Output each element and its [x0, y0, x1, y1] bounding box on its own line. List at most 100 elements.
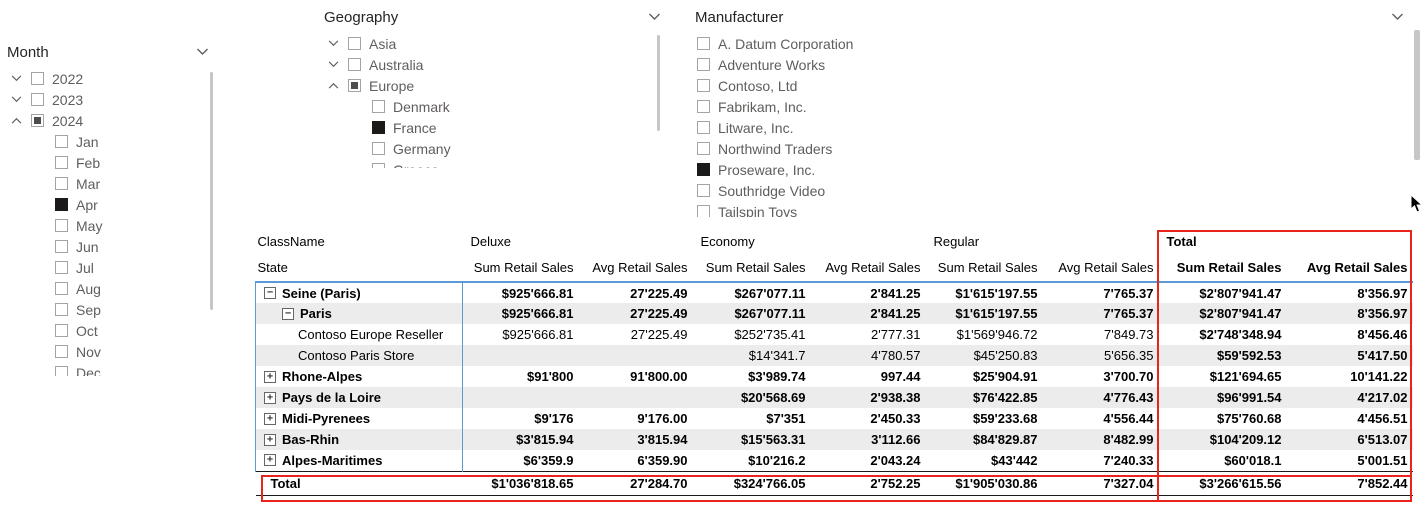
- slicer-item-proseware[interactable]: Proseware, Inc.: [693, 159, 1410, 180]
- slicer-item-oct[interactable]: Oct: [5, 320, 215, 341]
- slicer-item-may[interactable]: May: [5, 215, 215, 236]
- checkbox[interactable]: [697, 142, 710, 155]
- chevron-down-icon[interactable]: [326, 58, 340, 72]
- slicer-item-aug[interactable]: Aug: [5, 278, 215, 299]
- row-label[interactable]: Contoso Paris Store: [298, 348, 415, 363]
- total-row[interactable]: Total $1'036'818.65 27'284.70 $324'766.05…: [255, 470, 1413, 496]
- checkbox[interactable]: [697, 163, 710, 176]
- checkbox[interactable]: [55, 240, 68, 253]
- checkbox[interactable]: [348, 79, 361, 92]
- slicer-item-jul[interactable]: Jul: [5, 257, 215, 278]
- chevron-down-icon[interactable]: [1390, 10, 1404, 24]
- checkbox[interactable]: [55, 282, 68, 295]
- table-row[interactable]: − Paris $925'666.81 27'225.49 $267'077.11 2…: [255, 303, 1413, 324]
- manufacturer-slicer-scrollbar[interactable]: [1414, 30, 1420, 160]
- header-avg-retail-sales[interactable]: Avg Retail Sales: [1042, 252, 1159, 283]
- header-sum-retail-sales[interactable]: Sum Retail Sales: [462, 252, 579, 283]
- table-row[interactable]: + Pays de la Loire $20'568.69 2'938.38 $76…: [255, 387, 1413, 408]
- checkbox[interactable]: [55, 345, 68, 358]
- header-sum-retail-sales[interactable]: Sum Retail Sales: [692, 252, 811, 283]
- slicer-item-france[interactable]: France: [322, 117, 667, 138]
- row-label[interactable]: Seine (Paris): [282, 285, 361, 301]
- checkbox[interactable]: [55, 303, 68, 316]
- table-row[interactable]: − Seine (Paris) $925'666.81 27'225.49 $267…: [255, 282, 1413, 303]
- row-label[interactable]: Bas-Rhin: [282, 432, 340, 447]
- expand-icon[interactable]: +: [264, 370, 276, 383]
- slicer-item-tailspin[interactable]: Tailspin Toys: [693, 201, 1410, 217]
- checkbox[interactable]: [31, 72, 44, 85]
- group-header-economy[interactable]: Economy: [700, 233, 755, 249]
- table-row[interactable]: Contoso Paris Store $14'341.7 4'780.57 $4…: [255, 345, 1413, 366]
- chevron-up-icon[interactable]: [9, 114, 23, 128]
- table-row[interactable]: + Alpes-Maritimes $6'359.9 6'359.90 $10'21…: [255, 450, 1413, 471]
- chevron-down-icon[interactable]: [195, 45, 209, 59]
- checkbox[interactable]: [697, 58, 710, 71]
- checkbox[interactable]: [697, 100, 710, 113]
- slicer-item-denmark[interactable]: Denmark: [322, 96, 667, 117]
- expand-icon[interactable]: +: [264, 391, 276, 404]
- slicer-item-a-datum[interactable]: A. Datum Corporation: [693, 33, 1410, 54]
- slicer-item-greece[interactable]: Greece: [322, 159, 667, 168]
- checkbox[interactable]: [372, 163, 385, 168]
- expand-icon[interactable]: +: [264, 412, 276, 425]
- chevron-down-icon[interactable]: [9, 93, 23, 107]
- slicer-item-europe[interactable]: Europe: [322, 75, 667, 96]
- expand-icon[interactable]: +: [264, 433, 276, 446]
- checkbox[interactable]: [31, 93, 44, 106]
- checkbox[interactable]: [697, 184, 710, 197]
- month-slicer-scrollbar[interactable]: [210, 72, 213, 310]
- slicer-item-mar[interactable]: Mar: [5, 173, 215, 194]
- row-label[interactable]: Pays de la Loire: [282, 390, 381, 405]
- group-header-total[interactable]: Total: [1166, 233, 1197, 249]
- slicer-item-2022[interactable]: 2022: [5, 68, 215, 89]
- slicer-item-nov[interactable]: Nov: [5, 341, 215, 362]
- slicer-item-litware[interactable]: Litware, Inc.: [693, 117, 1410, 138]
- checkbox[interactable]: [697, 79, 710, 92]
- checkbox[interactable]: [55, 324, 68, 337]
- checkbox[interactable]: [697, 121, 710, 134]
- chevron-down-icon[interactable]: [647, 10, 661, 24]
- geography-slicer-scrollbar[interactable]: [657, 35, 660, 131]
- row-label[interactable]: Contoso Europe Reseller: [298, 327, 444, 342]
- collapse-icon[interactable]: −: [264, 287, 276, 299]
- checkbox[interactable]: [55, 135, 68, 148]
- header-sum-retail-sales[interactable]: Sum Retail Sales: [925, 252, 1043, 283]
- checkbox[interactable]: [372, 121, 385, 134]
- slicer-item-2024[interactable]: 2024: [5, 110, 215, 131]
- chevron-down-icon[interactable]: [326, 37, 340, 51]
- row-label[interactable]: Paris: [300, 306, 332, 321]
- group-header-regular[interactable]: Regular: [933, 233, 980, 249]
- collapse-icon[interactable]: −: [282, 307, 294, 320]
- checkbox[interactable]: [372, 100, 385, 113]
- slicer-item-jun[interactable]: Jun: [5, 236, 215, 257]
- slicer-item-adventure-works[interactable]: Adventure Works: [693, 54, 1410, 75]
- slicer-item-northwind[interactable]: Northwind Traders: [693, 138, 1410, 159]
- slicer-item-jan[interactable]: Jan: [5, 131, 215, 152]
- header-avg-retail-sales[interactable]: Avg Retail Sales: [1286, 252, 1413, 283]
- checkbox[interactable]: [55, 198, 68, 211]
- checkbox[interactable]: [372, 142, 385, 155]
- slicer-item-southridge[interactable]: Southridge Video: [693, 180, 1410, 201]
- slicer-item-fabrikam[interactable]: Fabrikam, Inc.: [693, 96, 1410, 117]
- slicer-item-dec[interactable]: Dec: [5, 362, 215, 376]
- slicer-item-apr[interactable]: Apr: [5, 194, 215, 215]
- slicer-item-australia[interactable]: Australia: [322, 54, 667, 75]
- checkbox[interactable]: [55, 219, 68, 232]
- table-row[interactable]: + Rhone-Alpes $91'800 91'800.00 $3'989.74 9…: [255, 366, 1413, 387]
- chevron-up-icon[interactable]: [326, 79, 340, 93]
- checkbox[interactable]: [55, 177, 68, 190]
- table-row[interactable]: + Midi-Pyrenees $9'176 9'176.00 $7'351 2'45…: [255, 408, 1413, 429]
- group-header-deluxe[interactable]: Deluxe: [470, 233, 511, 249]
- slicer-item-contoso[interactable]: Contoso, Ltd: [693, 75, 1410, 96]
- checkbox[interactable]: [55, 156, 68, 169]
- header-avg-retail-sales[interactable]: Avg Retail Sales: [578, 252, 693, 283]
- slicer-item-germany[interactable]: Germany: [322, 138, 667, 159]
- checkbox[interactable]: [697, 205, 710, 217]
- checkbox[interactable]: [55, 366, 68, 376]
- slicer-item-asia[interactable]: Asia: [322, 33, 667, 54]
- table-row[interactable]: Contoso Europe Reseller $925'666.81 27'22…: [255, 324, 1413, 345]
- header-avg-retail-sales[interactable]: Avg Retail Sales: [810, 252, 926, 283]
- chevron-down-icon[interactable]: [9, 72, 23, 86]
- slicer-item-feb[interactable]: Feb: [5, 152, 215, 173]
- table-row[interactable]: + Bas-Rhin $3'815.94 3'815.94 $15'563.31 3'…: [255, 429, 1413, 450]
